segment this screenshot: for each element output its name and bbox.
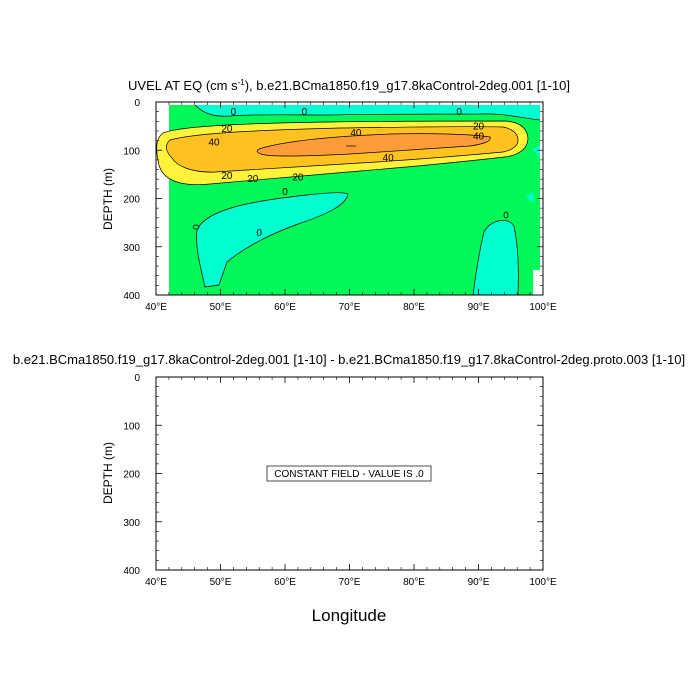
bottom-panel-x-axis-title: Longitude: [312, 606, 387, 625]
x-tick-label: 40°E: [145, 577, 167, 588]
contour-label: 0: [302, 107, 308, 118]
contour-lines: [156, 104, 541, 295]
x-tick-label: 40°E: [145, 302, 167, 313]
x-tick-label: 80°E: [403, 302, 425, 313]
top-panel: UVEL AT EQ (cm s-1), b.e21.BCma1850.f19_…: [101, 78, 570, 313]
x-tick-label: 60°E: [274, 577, 296, 588]
contour-band-negative-east-blob-2: [526, 192, 534, 203]
contour-label: 0: [231, 107, 237, 118]
contour-line-small-loop-east: [503, 211, 509, 219]
y-tick-label: 300: [123, 518, 140, 529]
x-tick-label: 90°E: [468, 302, 490, 313]
y-tick-label: 400: [123, 566, 140, 577]
top-panel-title: UVEL AT EQ (cm s-1), b.e21.BCma1850.f19_…: [128, 78, 570, 93]
y-tick-label: 0: [134, 98, 140, 109]
x-tick-label: 80°E: [403, 577, 425, 588]
constant-field-annotation-box: [266, 465, 432, 482]
contour-label: 20: [247, 174, 259, 185]
constant-field-annotation-text: CONSTANT FIELD - VALUE IS .0: [274, 469, 424, 480]
y-tick-label: 100: [123, 421, 140, 432]
contour-band-negative-east-blob-1: [533, 145, 540, 158]
contour-line-zero-east-lens: [472, 219, 519, 295]
bottom-panel-axes: 40°E 50°E 60°E 70°E 80°E 90°E 100°E 0 100 200 300 4…: [123, 373, 557, 588]
x-tick-label: 90°E: [468, 577, 490, 588]
contour-band-negative-east-lens: [473, 220, 519, 295]
y-tick-label: 300: [123, 243, 140, 254]
constant-field-annotation: CONSTANT FIELD - VALUE IS .0: [266, 465, 432, 482]
contour-label: 20: [292, 172, 304, 183]
contour-label: 0: [456, 107, 462, 118]
contour-label: 20: [221, 171, 233, 182]
x-tick-label: 100°E: [529, 302, 557, 313]
contour-label: 40: [473, 131, 485, 142]
top-panel-y-axis-title: DEPTH (m): [101, 168, 115, 230]
y-tick-label: 0: [134, 373, 140, 384]
contour-label: 40: [350, 128, 362, 139]
contour-band-negative-surface: [195, 105, 540, 120]
bottom-panel-title: b.e21.BCma1850.f19_g17.8kaControl-2deg.0…: [13, 352, 685, 367]
contour-line-small-loop-west: [192, 224, 200, 230]
contour-label: 0: [282, 187, 288, 198]
bottom-panel: b.e21.BCma1850.f19_g17.8kaControl-2deg.0…: [13, 352, 685, 625]
contour-label: 20: [221, 124, 233, 135]
x-tick-label: 100°E: [529, 577, 557, 588]
contour-label: 0: [256, 228, 262, 239]
contour-line-core: [256, 133, 491, 157]
y-tick-label: 200: [123, 470, 140, 481]
contour-line-40-outer: [166, 126, 519, 173]
y-tick-label: 200: [123, 195, 140, 206]
bottom-panel-y-axis-title: DEPTH (m): [101, 442, 115, 504]
x-tick-label: 70°E: [339, 302, 361, 313]
contour-label: 40: [208, 138, 220, 149]
contour-label: 40: [383, 153, 395, 164]
top-panel-axes: 40°E 50°E 60°E 70°E 80°E 90°E 100°E01002003004…: [123, 98, 557, 313]
contour-line-zero-surface: [194, 104, 541, 121]
x-tick-label: 50°E: [210, 577, 232, 588]
y-tick-label: 400: [123, 291, 140, 302]
y-tick-label: 100: [123, 146, 140, 157]
x-tick-label: 70°E: [339, 577, 361, 588]
contour-line-20-outer: [156, 120, 529, 185]
contour-line-zero-deep-lens: [196, 192, 349, 288]
x-tick-label: 50°E: [210, 302, 232, 313]
contour-label: 20: [473, 122, 485, 133]
x-tick-label: 60°E: [274, 302, 296, 313]
contour-band-negative-deep-lens: [196, 192, 348, 287]
